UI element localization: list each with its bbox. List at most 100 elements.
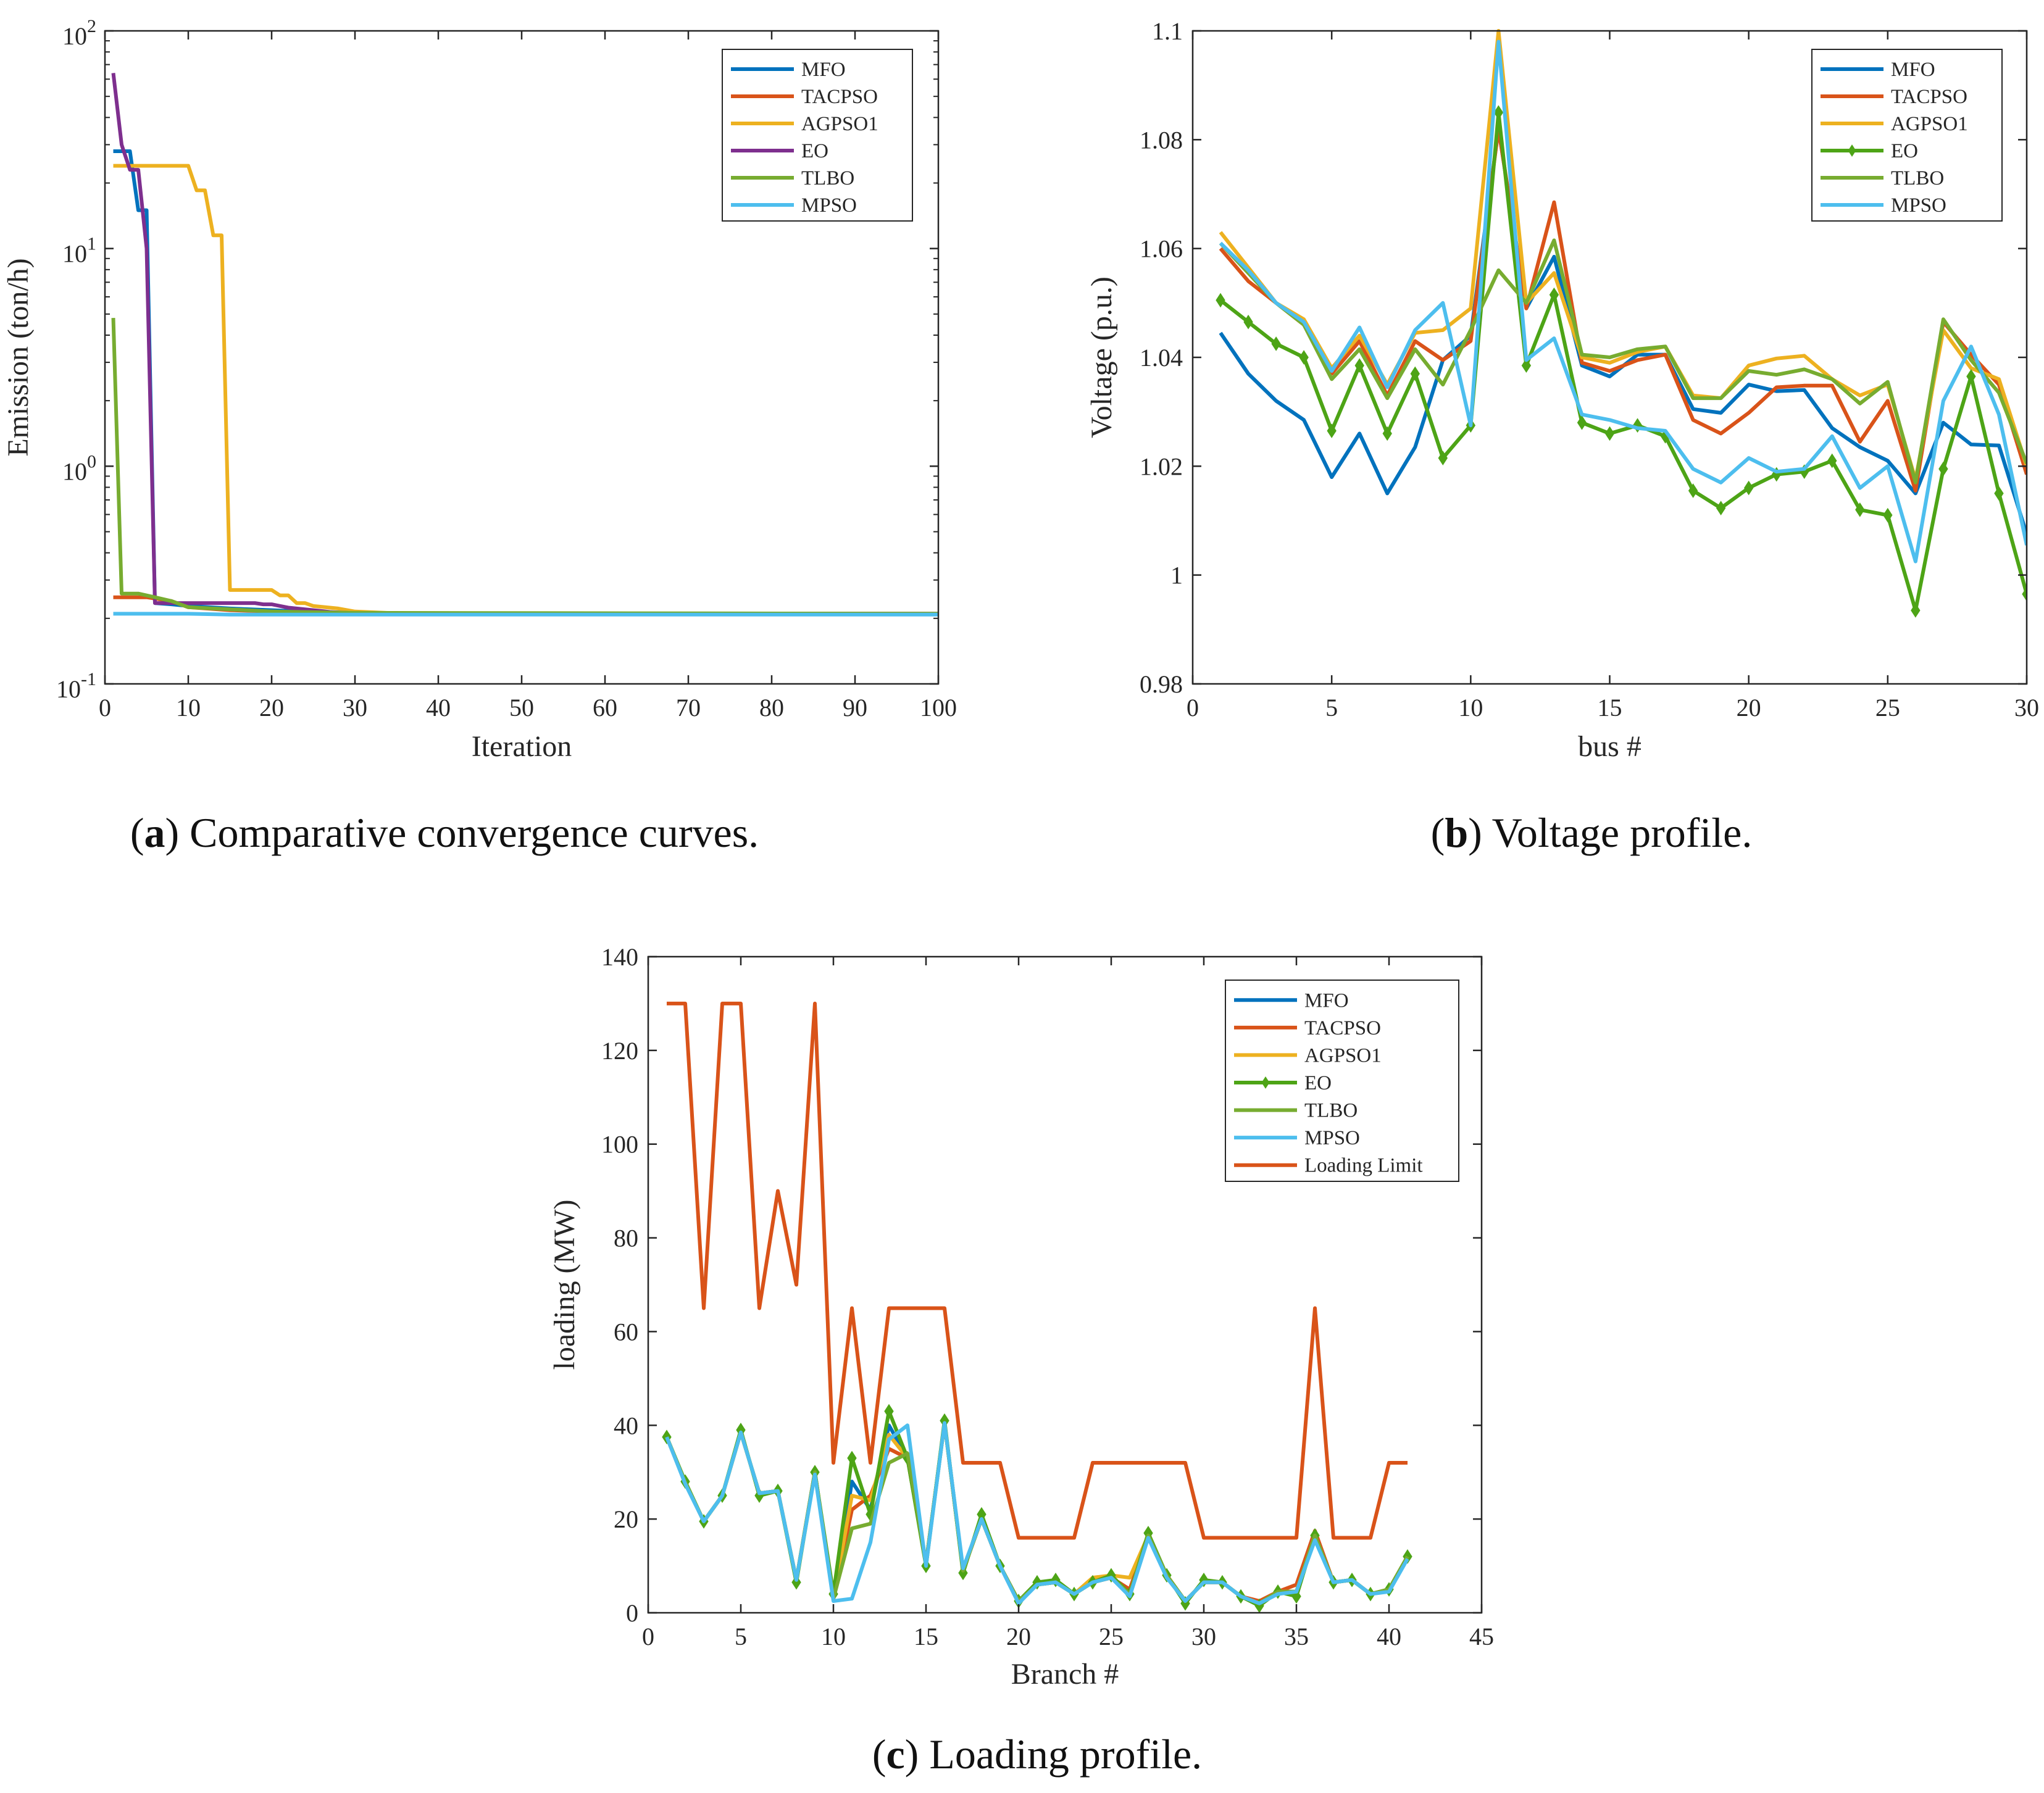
data-point	[1493, 105, 1504, 120]
y-tick-label: 40	[614, 1412, 638, 1439]
y-tick-label: 60	[614, 1318, 638, 1346]
legend-box	[722, 49, 913, 222]
caption-c-text: Loading profile.	[929, 1731, 1202, 1778]
legend-label: AGPSO1	[1304, 1044, 1382, 1067]
legend-marker	[1848, 144, 1856, 157]
series-tacpso	[1219, 127, 2027, 493]
data-point	[1271, 336, 1281, 351]
x-tick-label: 30	[1191, 1623, 1216, 1650]
data-point	[1106, 1568, 1116, 1583]
series-tlbo	[1219, 238, 2027, 485]
y-tick-label: 1.06	[1140, 235, 1183, 263]
y-tick-label: 20	[614, 1505, 638, 1533]
x-tick-label: 50	[509, 694, 534, 722]
y-tick-label: 140	[601, 943, 638, 971]
legend-label: TACPSO	[1891, 86, 1967, 108]
caption-a-label: a	[144, 809, 165, 856]
data-point	[847, 1450, 857, 1466]
data-point	[1032, 1575, 1042, 1590]
x-tick-label: 25	[1875, 694, 1900, 722]
x-tick-label: 100	[920, 694, 957, 722]
data-point	[1354, 358, 1364, 373]
y-tick-label: 101	[62, 234, 96, 268]
panel-b-series	[1216, 29, 2027, 618]
y-tick-label: 120	[601, 1037, 638, 1065]
caption-c: (c) Loading profile.	[872, 1731, 1202, 1778]
x-tick-label: 40	[1377, 1623, 1401, 1650]
data-point	[2022, 586, 2027, 602]
y-tick-label: 1.1	[1152, 17, 1183, 45]
series-line-mpso	[1219, 40, 2027, 564]
x-tick-label: 0	[99, 694, 111, 722]
x-tick-label: 80	[759, 694, 784, 722]
panel-c-y-axis-label: loading (MW)	[548, 1200, 581, 1370]
panel-a-convergence-chart: 0 10 20 30 40 50 60 70 80 90 100 10-1 100 101 102 Iter…	[2, 16, 957, 763]
data-point	[1327, 423, 1337, 438]
data-point	[1410, 366, 1420, 381]
x-tick-label: 45	[1469, 1623, 1494, 1650]
panel-c-loading-chart: 0 5 10 15 20 25 30 35 40 45 0 20 40 60 80 100 120 140 Bra…	[548, 943, 1494, 1691]
legend-label: AGPSO1	[1891, 113, 1968, 135]
legend-label: EO	[801, 140, 828, 162]
data-point	[1938, 461, 1948, 476]
x-tick-label: 40	[426, 694, 451, 722]
series-line-tlbo	[111, 318, 938, 616]
x-tick-label: 30	[2014, 694, 2039, 722]
x-tick-label: 20	[259, 694, 284, 722]
legend-item-tlbo: TLBO	[1821, 167, 1944, 189]
x-tick-label: 10	[176, 694, 201, 722]
legend-label: Loading Limit	[1304, 1155, 1423, 1177]
y-tick-label: 102	[62, 16, 96, 50]
data-point	[1216, 293, 1225, 308]
y-tick-label: 1	[1170, 562, 1183, 589]
series-loading-limit	[667, 1001, 1408, 1540]
legend-label: MPSO	[801, 194, 857, 217]
series-line-tacpso	[1219, 127, 2027, 493]
legend-item-mfo: MFO	[731, 59, 846, 81]
legend-item-agpso1: AGPSO1	[1821, 113, 1968, 135]
panel-b-voltage-chart: 0 5 10 15 20 25 30 0.98 1 1.02 1.04 1.06 1.08 1.1 bus…	[1085, 17, 2039, 763]
data-point	[1688, 483, 1698, 498]
data-point	[1577, 415, 1587, 430]
caption-b-text: Voltage profile.	[1492, 809, 1753, 856]
data-point	[1549, 287, 1559, 302]
panel-b-legend: MFO TACPSO AGPSO1 EO TLBO MPSO	[1811, 49, 2003, 222]
data-point	[1180, 1595, 1190, 1611]
legend-item-mfo: MFO	[1821, 59, 1935, 81]
panel-b-y-axis-label: Voltage (p.u.)	[1085, 277, 1118, 438]
legend-label: MFO	[1891, 59, 1935, 81]
x-tick-label: 15	[914, 1623, 938, 1650]
y-tick-label: 10-1	[56, 669, 96, 703]
x-tick-label: 10	[821, 1623, 846, 1650]
data-point	[884, 1404, 894, 1419]
series-agpso1	[113, 164, 938, 616]
panel-c-ticks: 0 5 10 15 20 25 30 35 40 45 0 20 40 60 80 100 120 140	[601, 943, 1494, 1650]
legend-label: TLBO	[1304, 1100, 1358, 1122]
panel-a-ticks: 0 10 20 30 40 50 60 70 80 90 100 10-1 100 101 102	[56, 16, 957, 722]
series-line-eo	[1219, 110, 2027, 612]
series-line-loading-limit	[667, 1001, 1408, 1540]
legend-label: MFO	[1304, 989, 1349, 1012]
legend-item-mfo: MFO	[1234, 989, 1349, 1012]
x-tick-label: 0	[1187, 694, 1199, 722]
legend-item-agpso1: AGPSO1	[731, 113, 878, 135]
legend-label: TLBO	[801, 167, 854, 189]
legend-label: EO	[1891, 140, 1918, 162]
series-line-tlbo	[1219, 238, 2027, 485]
data-point	[1743, 480, 1754, 496]
legend-marker	[1261, 1076, 1270, 1089]
x-tick-label: 15	[1598, 694, 1622, 722]
legend-item-tacpso: TACPSO	[731, 86, 878, 108]
caption-b: (b) Voltage profile.	[1431, 809, 1753, 856]
caption-b-label: b	[1445, 809, 1468, 856]
panel-a-x-axis-label: Iteration	[472, 730, 572, 763]
y-tick-label: 1.04	[1140, 344, 1183, 372]
data-point	[1966, 369, 1976, 384]
legend-item-agpso1: AGPSO1	[1234, 1044, 1382, 1067]
data-point	[1382, 426, 1392, 441]
legend-item-tacpso: TACPSO	[1821, 86, 1967, 108]
y-tick-label: 1.02	[1140, 452, 1183, 480]
x-tick-label: 0	[642, 1623, 654, 1650]
x-tick-label: 20	[1737, 694, 1761, 722]
